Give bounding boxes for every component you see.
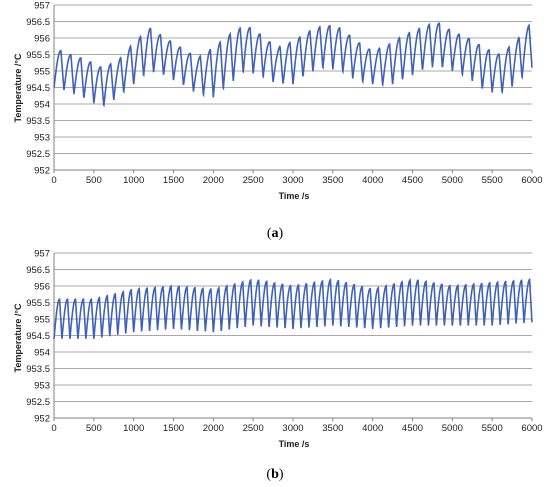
chart-b-y-axis-title: Temperature /°C [13,303,23,372]
chart-b-y-tick-10: 957 [34,249,50,260]
chart-a-x-tick-1: 500 [86,175,102,186]
chart-a-y-tick-1: 952.5 [26,149,50,160]
chart-b-x-tick-12: 6000 [521,423,542,434]
chart-a-y-tick-5: 954.5 [26,83,50,94]
chart-a-temperature-series [53,22,533,108]
chart-b-x-tick-8: 4000 [362,423,383,434]
chart-a-y-tick-8: 956 [34,34,50,45]
chart-b-x-axis-title: Time /s [279,439,310,449]
chart-a-y-tick-10: 957 [34,1,50,12]
chart-a-y-tick-9: 956.5 [26,17,50,28]
chart-b-x-tick-10: 5000 [442,423,463,434]
chart-a-x-axis-title: Time /s [279,191,310,201]
chart-b-caption: (b) [266,467,283,482]
chart-a-gridlines [53,4,533,173]
chart-a-x-tick-4: 2000 [203,175,224,186]
chart-a-x-ticks: 0 500 1000 1500 2000 2500 3000 3500 4000 4500 5000… [51,175,542,186]
chart-a-y-tick-0: 952 [34,166,50,177]
chart-a-y-tick-2: 953 [34,133,50,144]
chart-a-x-tick-6: 3000 [282,175,303,186]
chart-a-y-tick-6: 955 [34,67,50,78]
chart-a-x-tick-12: 6000 [521,175,542,186]
chart-b-x-tick-9: 4500 [402,423,423,434]
chart-b-x-ticks: 0 500 1000 1500 2000 2500 3000 3500 4000 4500 5000… [51,423,542,434]
chart-b-x-tick-5: 2500 [243,423,264,434]
chart-b-y-tick-2: 953 [34,381,50,392]
chart-a-x-tick-3: 1500 [163,175,184,186]
chart-a-x-tick-5: 2500 [243,175,264,186]
chart-b-y-ticks: 952 952.5 953 953.5 954 954.5 955 955.5 956 956.5… [26,249,50,425]
chart-a-x-tick-7: 3500 [322,175,343,186]
chart-a: 952 952.5 953 953.5 954 954.5 955 955.5 956 956.5… [13,1,543,242]
chart-a-x-tick-2: 1000 [123,175,144,186]
chart-b-x-tick-7: 3500 [322,423,343,434]
chart-b-y-tick-9: 956.5 [26,265,50,276]
chart-b-y-tick-7: 955.5 [26,298,50,309]
chart-b-gridlines [53,252,533,421]
chart-b-x-tick-1: 500 [86,423,102,434]
chart-b-x-tick-3: 1500 [163,423,184,434]
chart-b-y-tick-3: 953.5 [26,364,50,375]
chart-a-x-tick-11: 5500 [482,175,503,186]
chart-a-x-tick-9: 4500 [402,175,423,186]
chart-a-y-axis-title: Temperature /°C [13,53,23,122]
chart-b-x-tick-0: 0 [51,423,56,434]
chart-a-y-tick-4: 954 [34,100,50,111]
chart-b-y-tick-6: 955 [34,315,50,326]
chart-b-x-tick-6: 3000 [282,423,303,434]
chart-b: 952 952.5 953 953.5 954 954.5 955 955.5 956 956.5… [13,249,543,483]
chart-b-y-tick-4: 954 [34,348,50,359]
chart-a-y-tick-3: 953.5 [26,116,50,127]
chart-a-caption: (a) [267,226,284,241]
chart-b-y-tick-8: 956 [34,282,50,293]
chart-b-x-tick-4: 2000 [203,423,224,434]
chart-a-x-tick-8: 4000 [362,175,383,186]
chart-a-x-tick-0: 0 [51,175,56,186]
chart-a-y-ticks: 952 952.5 953 953.5 954 954.5 955 955.5 956 956.5… [26,1,50,177]
chart-a-y-tick-7: 955.5 [26,50,50,61]
chart-b-y-tick-1: 952.5 [26,397,50,408]
chart-a-x-tick-10: 5000 [442,175,463,186]
chart-b-y-tick-0: 952 [34,414,50,425]
chart-b-temperature-series [53,277,533,339]
chart-b-x-tick-11: 5500 [482,423,503,434]
chart-b-y-tick-5: 954.5 [26,331,50,342]
chart-b-x-tick-2: 1000 [123,423,144,434]
